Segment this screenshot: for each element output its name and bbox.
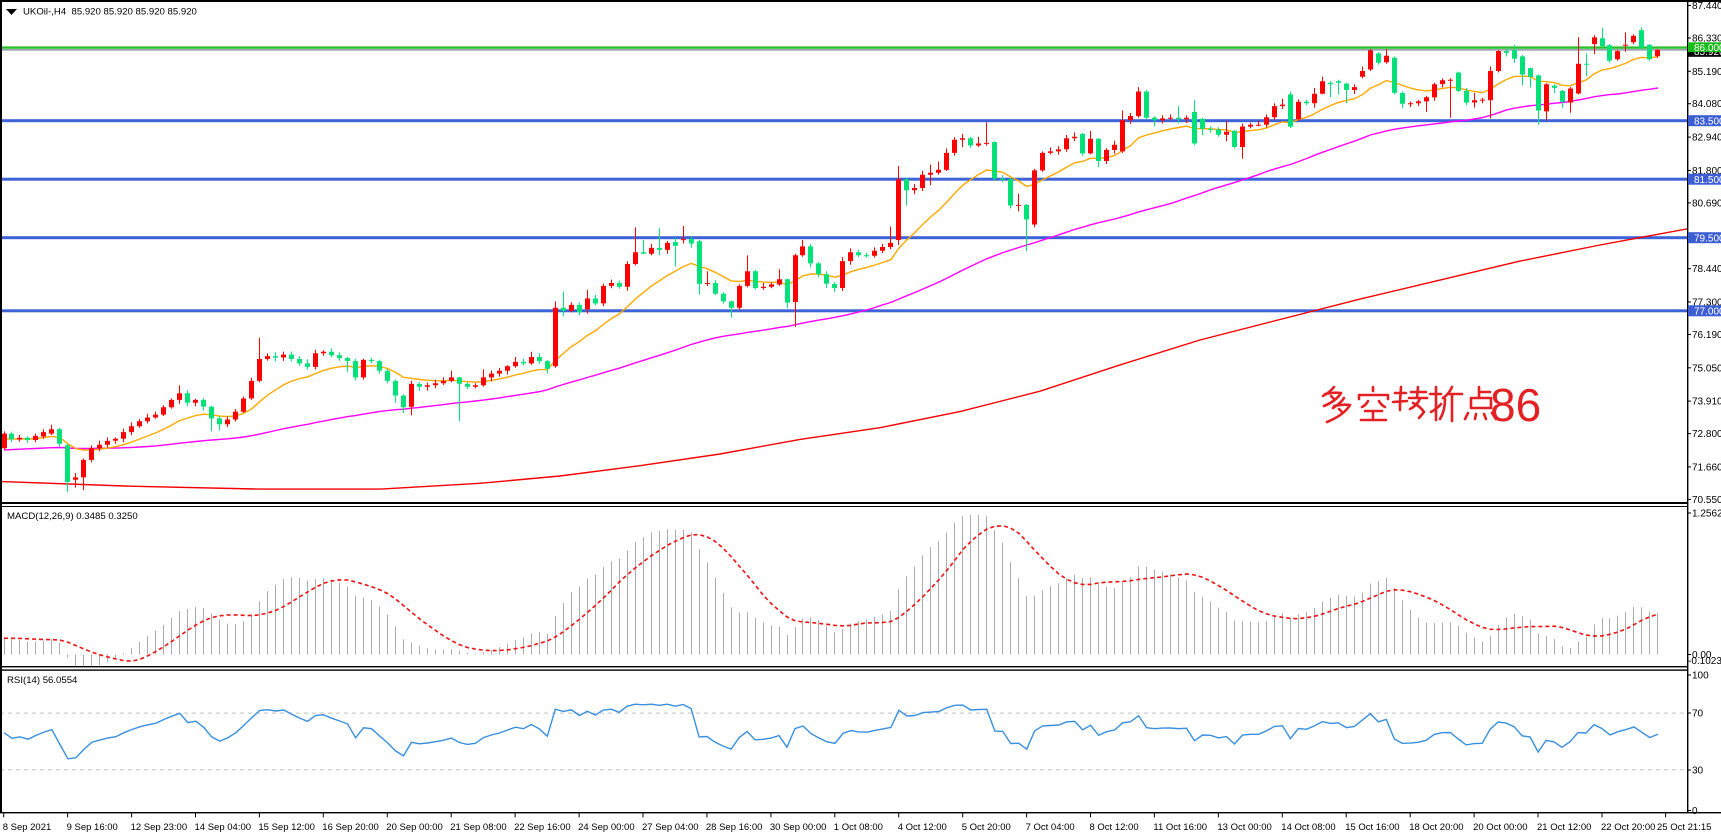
svg-text:30 Sep 00:00: 30 Sep 00:00	[770, 822, 827, 833]
svg-text:75.050: 75.050	[1692, 363, 1721, 374]
svg-text:20 Sep 00:00: 20 Sep 00:00	[386, 822, 443, 833]
svg-text:21 Oct 12:00: 21 Oct 12:00	[1537, 822, 1591, 833]
svg-text:83.500: 83.500	[1694, 117, 1721, 128]
svg-text:85.920: 85.920	[1694, 47, 1721, 58]
svg-text:27 Sep 04:00: 27 Sep 04:00	[642, 822, 699, 833]
svg-text:81.500: 81.500	[1694, 175, 1721, 186]
svg-text:1.2562: 1.2562	[1692, 509, 1721, 520]
svg-text:85.190: 85.190	[1692, 67, 1721, 78]
svg-text:0.00: 0.00	[1692, 650, 1712, 661]
svg-text:72.800: 72.800	[1692, 429, 1721, 440]
svg-text:12 Sep 23:00: 12 Sep 23:00	[131, 822, 188, 833]
svg-text:86.000: 86.000	[1694, 43, 1721, 54]
svg-text:77.000: 77.000	[1694, 307, 1721, 318]
svg-text:4 Oct 12:00: 4 Oct 12:00	[898, 822, 947, 833]
svg-text:70: 70	[1692, 709, 1704, 720]
svg-text:15 Sep 12:00: 15 Sep 12:00	[258, 822, 315, 833]
svg-text:71.660: 71.660	[1692, 462, 1721, 473]
svg-text:0: 0	[1692, 806, 1698, 817]
svg-text:21 Sep 08:00: 21 Sep 08:00	[450, 822, 507, 833]
svg-text:28 Sep 16:00: 28 Sep 16:00	[706, 822, 763, 833]
svg-text:15 Oct 16:00: 15 Oct 16:00	[1345, 822, 1399, 833]
svg-text:100: 100	[1692, 671, 1709, 682]
svg-text:86: 86	[1490, 379, 1541, 431]
svg-text:81.800: 81.800	[1692, 166, 1721, 177]
svg-text:7 Oct 04:00: 7 Oct 04:00	[1026, 822, 1075, 833]
svg-text:70.550: 70.550	[1692, 495, 1721, 506]
svg-text:RSI(14) 56.0554: RSI(14) 56.0554	[7, 675, 78, 686]
svg-text:76.190: 76.190	[1692, 330, 1721, 341]
svg-text:8 Oct 12:00: 8 Oct 12:00	[1090, 822, 1139, 833]
svg-text:16 Sep 20:00: 16 Sep 20:00	[322, 822, 379, 833]
svg-text:13 Oct 00:00: 13 Oct 00:00	[1217, 822, 1271, 833]
svg-text:1 Oct 08:00: 1 Oct 08:00	[834, 822, 883, 833]
svg-text:84.080: 84.080	[1692, 99, 1721, 110]
svg-text:80.690: 80.690	[1692, 198, 1721, 209]
svg-text:14 Oct 08:00: 14 Oct 08:00	[1281, 822, 1335, 833]
svg-text:MACD(12,26,9) 0.3485 0.3250: MACD(12,26,9) 0.3485 0.3250	[7, 511, 138, 522]
svg-text:5 Oct 20:00: 5 Oct 20:00	[962, 822, 1011, 833]
svg-text:11 Oct 16:00: 11 Oct 16:00	[1153, 822, 1207, 833]
svg-text:73.910: 73.910	[1692, 397, 1721, 408]
svg-text:20 Oct 00:00: 20 Oct 00:00	[1473, 822, 1527, 833]
svg-text:14 Sep 04:00: 14 Sep 04:00	[195, 822, 252, 833]
svg-text:77.300: 77.300	[1692, 298, 1721, 309]
svg-text:78.440: 78.440	[1692, 264, 1721, 275]
svg-text:30: 30	[1692, 766, 1704, 777]
svg-text:-0.1023: -0.1023	[1688, 656, 1721, 667]
svg-text:25 Oct 21:15: 25 Oct 21:15	[1657, 822, 1711, 833]
svg-text:86.330: 86.330	[1692, 34, 1721, 45]
svg-text:22 Sep 16:00: 22 Sep 16:00	[514, 822, 571, 833]
svg-text:24 Sep 00:00: 24 Sep 00:00	[578, 822, 635, 833]
svg-text:79.500: 79.500	[1694, 234, 1721, 245]
svg-text:UKOil-,H4 85.920 85.920 85.92: UKOil-,H4 85.920 85.920 85.920 85.920	[23, 7, 197, 18]
svg-text:8 Sep 2021: 8 Sep 2021	[3, 822, 52, 833]
svg-text:87.440: 87.440	[1692, 1, 1721, 12]
svg-text:22 Oct 20:00: 22 Oct 20:00	[1601, 822, 1655, 833]
svg-text:18 Oct 20:00: 18 Oct 20:00	[1409, 822, 1463, 833]
svg-text:9 Sep 16:00: 9 Sep 16:00	[67, 822, 118, 833]
svg-text:82.940: 82.940	[1692, 133, 1721, 144]
